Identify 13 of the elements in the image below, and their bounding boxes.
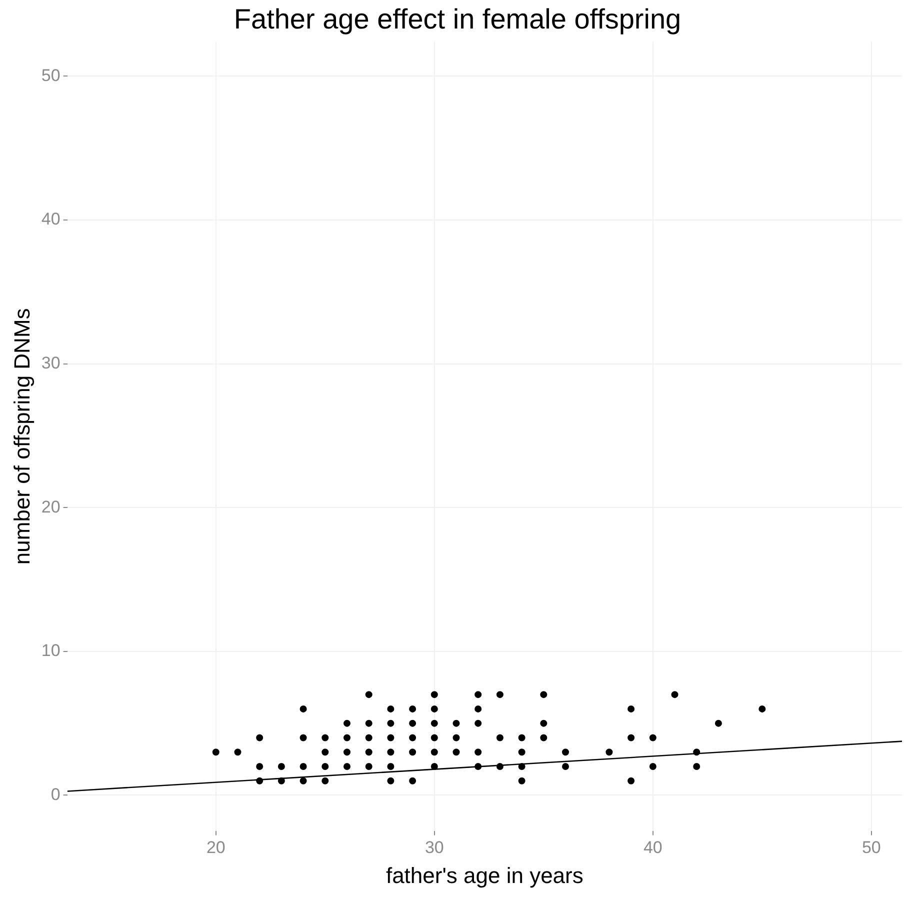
y-axis-title: number of offspring DNMs xyxy=(9,308,34,565)
y-tick-label: 20 xyxy=(41,497,60,516)
y-tick-label: 50 xyxy=(41,66,60,85)
x-tick-label: 20 xyxy=(206,838,226,858)
y-tick-label: 0 xyxy=(50,784,60,804)
y-tick-label: 30 xyxy=(41,353,60,372)
y-tick-label: 10 xyxy=(41,641,60,660)
x-tick-label: 40 xyxy=(643,838,662,858)
chart-title: Father age effect in female offspring xyxy=(234,4,682,35)
x-tick-label: 50 xyxy=(862,838,881,858)
y-tick-label: 40 xyxy=(41,210,60,229)
x-axis-title: father's age in years xyxy=(386,862,584,888)
x-tick-label: 30 xyxy=(424,838,444,858)
